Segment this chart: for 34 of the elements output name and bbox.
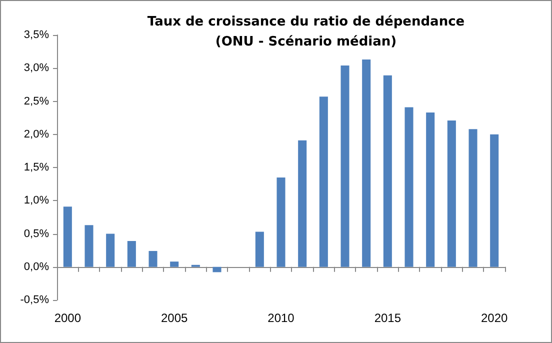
x-tick-label: 2010 — [268, 311, 295, 325]
bar — [404, 107, 414, 267]
bar — [468, 129, 478, 267]
x-tick-label: 2020 — [480, 311, 508, 325]
bar — [127, 241, 136, 267]
bar — [276, 177, 286, 267]
chart-title: Taux de croissance du ratio de dépendance (ONU - Scénario médian) — [147, 14, 465, 50]
bar — [170, 262, 179, 267]
bar — [63, 206, 72, 267]
bar — [148, 250, 158, 267]
x-tick-label: 2015 — [374, 311, 402, 325]
y-tick-label: 1,5% — [24, 162, 50, 174]
x-tick-label: 2005 — [160, 311, 188, 325]
y-tick-label: 1,0% — [24, 194, 50, 207]
y-tick-label: 3,0% — [24, 62, 50, 74]
bar — [255, 232, 264, 267]
y-tick-label: 2,5% — [24, 95, 50, 108]
bar — [340, 65, 350, 267]
bar — [426, 112, 435, 267]
bar — [447, 120, 456, 267]
bar — [362, 60, 371, 267]
x-tick-label: 2000 — [54, 311, 82, 325]
bar — [106, 234, 115, 267]
y-tick-label: 0,0% — [24, 260, 50, 273]
y-tick-label: 3,5% — [24, 29, 50, 41]
bar — [383, 75, 392, 267]
bar — [212, 266, 222, 272]
y-tick-label: 2,0% — [24, 128, 50, 140]
bar — [84, 225, 94, 267]
y-tick-label: 0,5% — [24, 228, 50, 240]
bar — [319, 96, 328, 267]
bar — [490, 134, 499, 267]
y-tick-label: -0,5% — [20, 294, 50, 306]
bar — [298, 140, 307, 267]
